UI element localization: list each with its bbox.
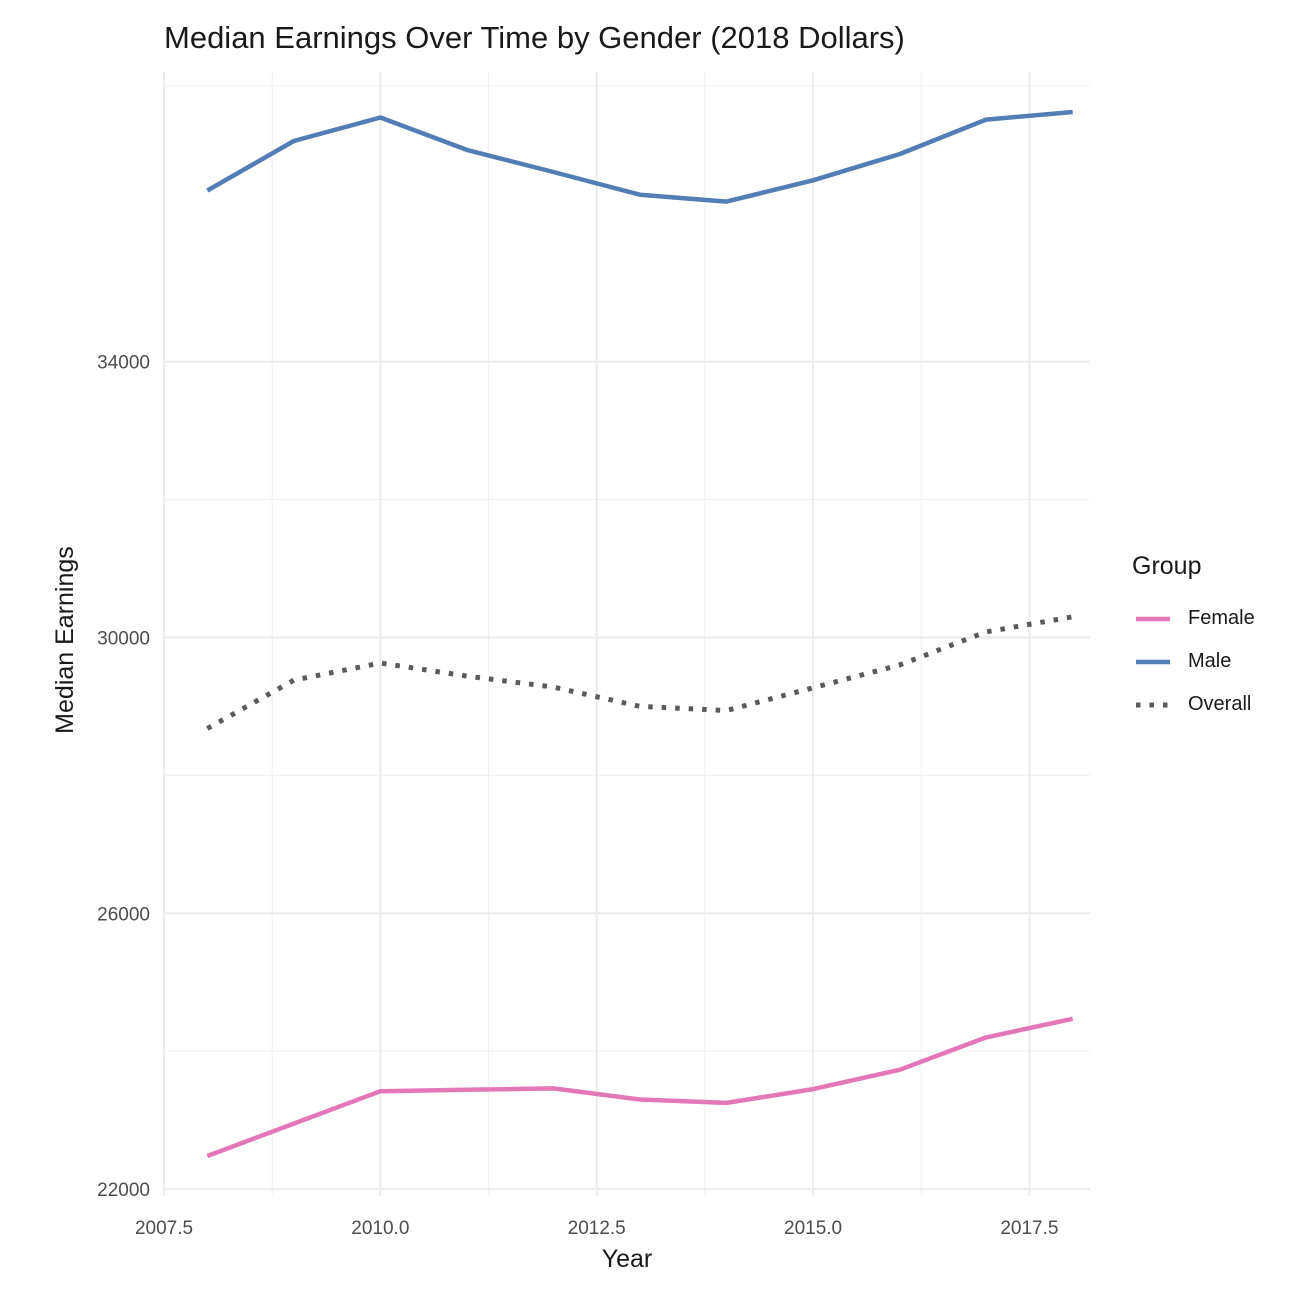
y-axis-label: Median Earnings: [51, 546, 79, 734]
legend-key-overall: [1132, 696, 1172, 714]
x-tick-label: 2012.5: [568, 1218, 626, 1239]
legend-label: Male: [1188, 650, 1232, 672]
y-tick-label: 22000: [97, 1180, 150, 1201]
series-line-male: [206, 109, 1073, 204]
x-tick-label: 2010.0: [351, 1218, 409, 1239]
y-tick-label: 30000: [97, 628, 150, 649]
series-line-overall: [206, 614, 1074, 731]
chart-title: Median Earnings Over Time by Gender (201…: [164, 20, 905, 55]
x-tick-label: 2017.5: [1000, 1218, 1058, 1239]
legend-item-female: Female: [1132, 597, 1255, 640]
legend-label: Overall: [1188, 693, 1252, 715]
y-tick-label: 26000: [97, 904, 150, 925]
series-layer: [206, 109, 1074, 1159]
series-line-female: [206, 1016, 1074, 1159]
grid-minor: [164, 72, 1090, 1196]
x-tick-label: 2015.0: [784, 1218, 842, 1239]
legend-title: Group: [1132, 552, 1202, 580]
legend-label: Female: [1188, 607, 1255, 629]
y-tick-labels: 22000 26000 30000 34000: [97, 353, 150, 1201]
x-axis-label: Year: [602, 1245, 653, 1273]
x-tick-label: 2007.5: [135, 1218, 193, 1239]
legend-item-overall: Overall: [1132, 683, 1255, 726]
y-tick-label: 34000: [97, 353, 150, 374]
legend-key-female: [1132, 610, 1172, 628]
legend-key-male: [1132, 653, 1172, 671]
x-tick-labels: 2007.5 2010.0 2012.5 2015.0 2017.5: [135, 1218, 1059, 1239]
grid-major: [163, 72, 1090, 1196]
legend: Group Female Male Overall: [1132, 552, 1255, 726]
legend-item-male: Male: [1132, 640, 1255, 683]
